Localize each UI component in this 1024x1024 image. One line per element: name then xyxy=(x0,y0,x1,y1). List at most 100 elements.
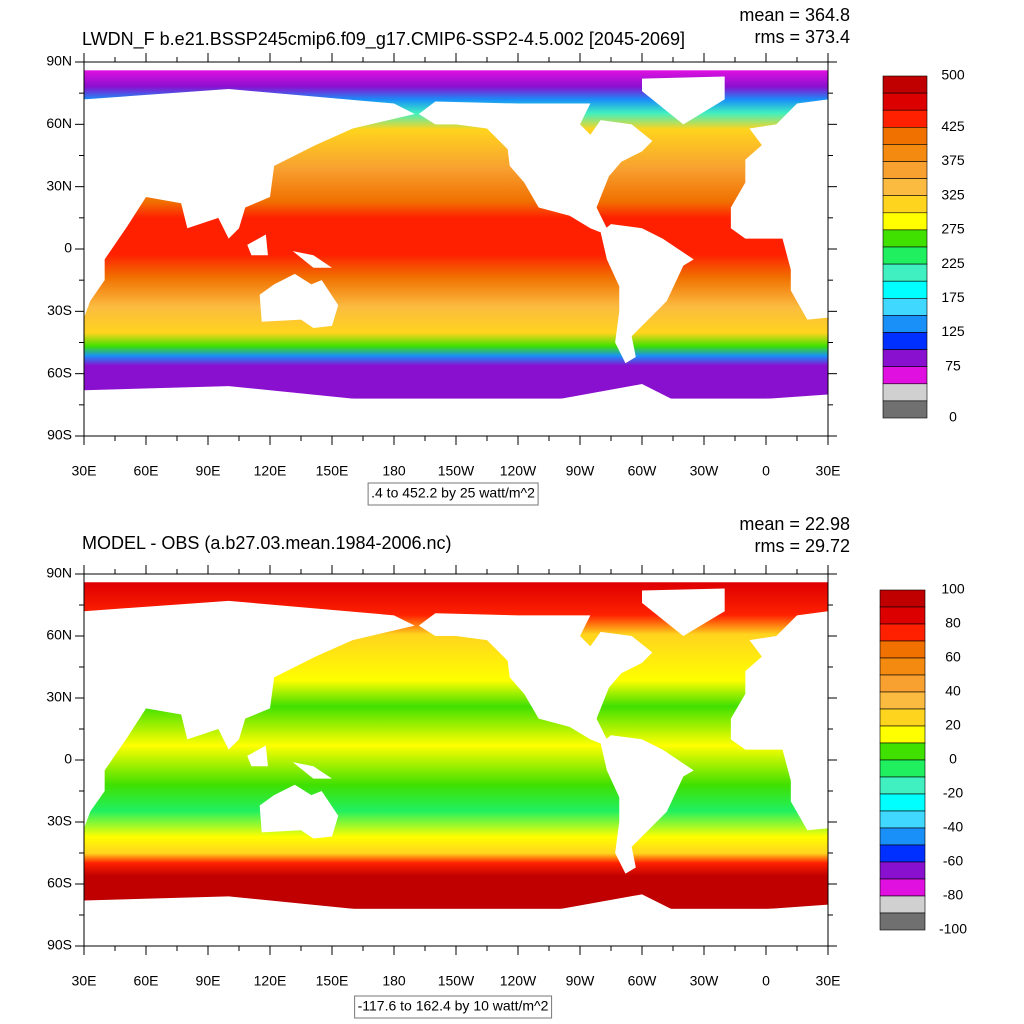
colorbar-label: 60 xyxy=(945,649,961,665)
lon-label: 0 xyxy=(762,973,770,989)
colorbar-box xyxy=(882,109,928,128)
colorbar-box xyxy=(882,332,928,350)
lat-label: 60S xyxy=(47,875,72,891)
caption: -117.6 to 162.4 by 10 watt/m^2 xyxy=(358,998,549,1014)
colorbar-box xyxy=(879,776,926,795)
lon-label: 120E xyxy=(254,973,287,989)
land xyxy=(84,384,828,436)
colorbar-box xyxy=(882,161,928,179)
lon-label: 90W xyxy=(566,463,596,479)
colorbar-label: 20 xyxy=(945,717,961,733)
lat-label: 30S xyxy=(47,302,72,318)
land xyxy=(292,762,332,779)
colorbar-box xyxy=(882,383,928,402)
lon-label: 30E xyxy=(72,973,97,989)
colorbar-box xyxy=(879,793,926,812)
colorbar-box xyxy=(882,297,928,316)
colorbar-box xyxy=(882,280,928,299)
lon-label: 150E xyxy=(316,463,349,479)
colorbar-box xyxy=(879,606,926,625)
colorbar-box xyxy=(879,827,926,846)
lon-label: 90E xyxy=(196,973,221,989)
land xyxy=(730,611,828,831)
lon-label: 60E xyxy=(134,463,159,479)
colorbar-label: 275 xyxy=(941,221,965,237)
lon-label: 30W xyxy=(690,973,720,989)
rms-stat: rms = 29.72 xyxy=(754,536,850,556)
lon-label: 150W xyxy=(438,973,475,989)
colorbar-box xyxy=(882,144,928,162)
colorbar-label: 80 xyxy=(945,615,961,631)
land xyxy=(84,894,828,946)
colorbar-box xyxy=(879,657,926,676)
colorbar-label: 375 xyxy=(941,152,965,168)
lon-label: 60E xyxy=(134,973,159,989)
colorbar-box xyxy=(882,195,928,214)
lat-label: 90S xyxy=(47,427,72,443)
lon-label: 120W xyxy=(500,463,537,479)
colorbar-box xyxy=(879,725,926,744)
colorbar-box xyxy=(882,229,928,248)
colorbar-box xyxy=(879,640,926,659)
lon-label: 90E xyxy=(196,463,221,479)
lon-label: 120E xyxy=(254,463,287,479)
colorbar-label: 325 xyxy=(941,186,965,202)
land xyxy=(247,234,268,256)
land xyxy=(259,784,339,839)
colorbar-label: 225 xyxy=(941,255,965,271)
caption-box xyxy=(354,995,553,1019)
lon-label: 0 xyxy=(762,463,770,479)
lat-label: 90N xyxy=(46,565,72,581)
colorbar-box xyxy=(882,366,928,385)
colorbar-box xyxy=(879,861,926,880)
colorbar-label: -80 xyxy=(943,887,963,903)
colorbar-label: -20 xyxy=(943,785,963,801)
lon-label: 150E xyxy=(316,973,349,989)
land xyxy=(642,76,725,125)
colorbar-box xyxy=(882,315,928,333)
colorbar-label: 40 xyxy=(945,683,961,699)
colorbar-box xyxy=(882,212,928,231)
colorbar-box xyxy=(882,92,928,111)
lon-label: 60W xyxy=(628,463,658,479)
colorbar-box xyxy=(879,742,926,761)
panel-title: LWDN_F b.e21.BSSP245cmip6.f09_g17.CMIP6-… xyxy=(82,29,685,50)
lon-label: 30E xyxy=(72,463,97,479)
colorbar-label: 75 xyxy=(945,357,961,373)
colorbar-box xyxy=(879,623,926,642)
lat-label: 90S xyxy=(47,937,72,953)
colorbar-box xyxy=(882,246,928,265)
colorbar-label: 500 xyxy=(941,67,965,83)
colorbar-box xyxy=(879,691,926,710)
land xyxy=(600,735,694,874)
colorbar-box xyxy=(879,878,926,897)
land xyxy=(642,588,725,636)
colorbar-box xyxy=(879,759,926,778)
colorbar-box xyxy=(879,912,926,931)
lat-label: 30N xyxy=(46,689,72,705)
colorbar-box xyxy=(882,75,928,94)
lon-label: 180 xyxy=(382,463,406,479)
land xyxy=(84,600,415,829)
land xyxy=(418,101,653,233)
lat-label: 90N xyxy=(46,53,72,69)
lat-label: 60N xyxy=(46,627,72,643)
caption: .4 to 452.2 by 25 watt/m^2 xyxy=(371,485,535,501)
lon-label: 150W xyxy=(438,463,475,479)
colorbar-label: 175 xyxy=(941,289,965,305)
panel-title: MODEL - OBS (a.b27.03.mean.1984-2006.nc) xyxy=(82,533,452,553)
land xyxy=(84,89,415,318)
colorbar-box xyxy=(882,400,928,419)
lon-label: 30E xyxy=(816,463,841,479)
colorbar-label: 0 xyxy=(949,409,957,425)
lon-label: 30W xyxy=(690,463,720,479)
lon-label: 60W xyxy=(628,973,658,989)
lat-label: 30S xyxy=(47,813,72,829)
colorbar-box xyxy=(879,895,926,914)
lon-label: 180 xyxy=(382,973,406,989)
colorbar-box xyxy=(882,263,928,282)
land xyxy=(259,273,339,328)
lat-label: 0 xyxy=(64,751,72,767)
land xyxy=(730,99,828,320)
